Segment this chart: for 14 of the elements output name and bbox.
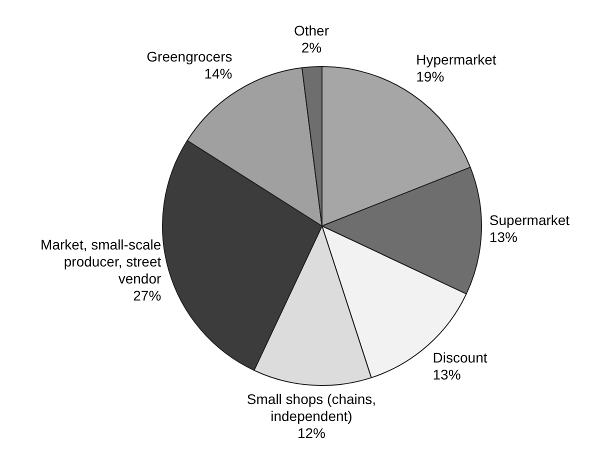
data-label: 14%	[204, 65, 232, 82]
slice-label: Hypermarket	[416, 51, 496, 68]
data-label: 13%	[432, 366, 461, 383]
data-label: 13%	[489, 229, 518, 246]
slice-label: Supermarket	[489, 212, 570, 228]
data-label: 2%	[301, 40, 322, 56]
slice-label: Market, small-scale producer, street vendor	[40, 236, 162, 287]
slice-label: Small shops (chains, independent)	[246, 391, 376, 424]
slice-label: Greengrocers	[146, 48, 232, 64]
slice-label: Other	[294, 22, 330, 39]
data-label: 12%	[297, 425, 326, 442]
slice-label: Discount	[432, 350, 488, 366]
data-label: 19%	[416, 68, 444, 84]
data-label: 27%	[133, 288, 162, 304]
